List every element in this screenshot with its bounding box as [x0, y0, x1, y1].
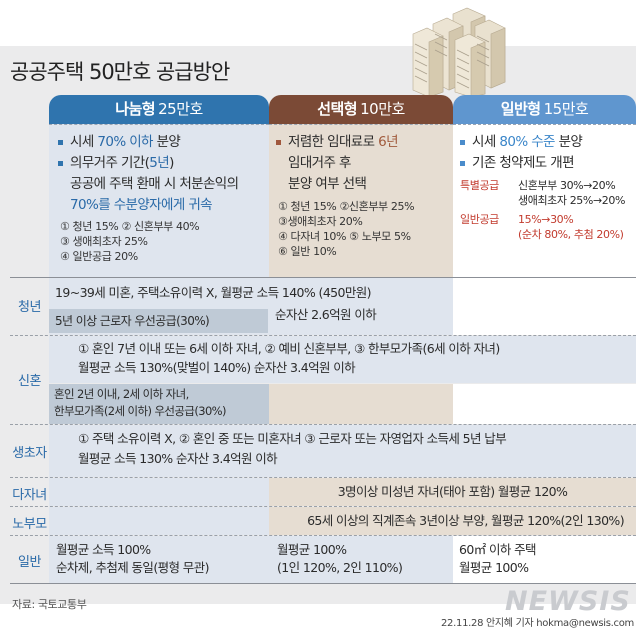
row-label-firsttime: 생초자: [12, 446, 47, 461]
byline-credit: 22.11.28 안지혜 기자 hokma@newsis.com: [441, 618, 634, 629]
row-label-youth: 청년: [18, 300, 41, 315]
elderly-bg: [269, 507, 636, 535]
nanum-residence-detail: 공공에 주택 환매 시 처분손익의: [70, 176, 239, 192]
divider: [10, 583, 636, 584]
seontaek-allocation: ① 청년 15% ②신혼부부 25% ③생애최초자 20% ④ 다자녀 10% …: [278, 200, 415, 258]
elderly-criteria: 65세 이상의 직계존속 3년이상 부양, 월평균 120%(2인 130%): [307, 513, 625, 528]
nanum-bullet-price: 시세 70% 이하 분양: [54, 132, 269, 153]
row-label-elderly: 노부모: [12, 517, 47, 532]
multichild-criteria: 3명이상 미성년 자녀(태아 포함) 월평균 120%: [337, 484, 568, 499]
newlywed-income: 월평균 소득 130%(맞벌이 140%) 순자산 3.4억원 이하: [78, 360, 356, 375]
divider: [10, 277, 636, 278]
nanum-bullet-residence: 의무거주 기간(5년): [54, 153, 269, 174]
firsttime-income: 월평균 소득 130% 순자산 3.4억원 이하: [78, 451, 278, 466]
tab-nanum-count: 25만호: [158, 100, 203, 118]
newlywed-priority: 혼인 2년 이내, 2세 이하 자녀, 한부모가족(2세 이하) 우선공급(30…: [49, 384, 269, 424]
ilban-special-supply: 특별공급 신혼부부 30%→20% 생애최초자 25%→20%: [460, 179, 626, 207]
firsttime-criteria: ① 주택 소유이력 X, ② 혼인 중 또는 미혼자녀 ③ 근로자 또는 자영업…: [78, 431, 507, 446]
youth-criteria: 19~39세 미혼, 주택소유이력 X, 월평균 소득 140% (450만원): [55, 285, 372, 300]
youth-assets: 순자산 2.6억원 이하: [275, 307, 377, 322]
ilban-bullet-reform: 기존 청약제도 개편: [456, 153, 636, 174]
firsttime-bg: [49, 425, 636, 477]
row-label-general: 일반: [18, 555, 41, 570]
youth-seontaek-bg: [269, 278, 453, 335]
ilban-general-supply: 일반공급 15%→30% (순차 80%, 추첨 20%): [460, 213, 624, 241]
youth-priority: 5년 이상 근로자 우선공급(30%): [49, 309, 268, 333]
general-seontaek-bg: [269, 536, 453, 583]
page-title: 공공주택 50만호 공급방안: [10, 60, 230, 84]
seontaek-rent-detail: 임대거주 후: [288, 155, 351, 171]
newlywed-seontaek-bg: [269, 384, 453, 424]
divider: [10, 477, 636, 478]
newlywed-criteria-bg: [49, 336, 636, 383]
nanum-residence-detail-2: 70%를 수분양자에게 귀속: [70, 197, 213, 213]
divider: [10, 335, 636, 336]
newlywed-criteria: ① 혼인 7년 이내 또는 6세 이하 자녀, ② 예비 신혼부부, ③ 한부모…: [78, 341, 500, 356]
tab-seontaek: 선택형 10만호: [269, 95, 453, 124]
general-seontaek-criteria: 월평균 100% (1인 120%, 2인 110%): [277, 542, 403, 575]
tab-nanum-name: 나눔형: [115, 100, 156, 118]
youth-ilban-bg: [453, 278, 636, 335]
general-ilban-bg: [453, 536, 636, 583]
elderly-nanum-bg: [49, 507, 269, 535]
newsis-logo: NEWSIS: [505, 586, 631, 617]
divider: [10, 424, 636, 425]
ilban-summary: 시세 80% 수준 분양 기존 청약제도 개편 특별공급 신혼부부 30%→20…: [453, 124, 636, 277]
nanum-summary: 시세 70% 이하 분양 의무거주 기간(5년) 공공에 주택 환매 시 처분손…: [49, 124, 269, 277]
tab-ilban-name: 일반형: [500, 100, 541, 118]
row-label-multichild: 다자녀: [12, 488, 47, 503]
general-nanum-criteria: 월평균 소득 100% 순차제, 추첨제 동일(평형 무관): [56, 542, 209, 575]
divider: [10, 506, 636, 507]
source-note: 자료: 국토교통부: [12, 598, 87, 611]
tab-seontaek-count: 10만호: [360, 100, 405, 118]
ilban-bullet-price: 시세 80% 수준 분양: [456, 132, 636, 153]
multichild-bg: [269, 478, 636, 506]
general-nanum-bg: [49, 536, 269, 583]
nanum-allocation: ① 청년 15% ② 신혼부부 40% ③ 생애최초자 25% ④ 일반공급 2…: [60, 220, 200, 263]
seontaek-rent-detail-2: 분양 여부 선택: [288, 176, 367, 192]
tab-seontaek-name: 선택형: [317, 100, 358, 118]
general-ilban-criteria: 60㎡ 이하 주택 월평균 100%: [459, 542, 537, 575]
tab-nanum: 나눔형 25만호: [49, 95, 269, 124]
newlywed-ilban-bg: [453, 384, 636, 424]
tab-ilban-count: 15만호: [543, 100, 589, 118]
divider: [10, 535, 636, 536]
row-label-newlywed: 신혼: [18, 374, 41, 389]
apartment-buildings-illustration: [412, 7, 506, 97]
tab-ilban: 일반형 15만호: [453, 95, 636, 124]
multichild-nanum-bg: [49, 478, 269, 506]
seontaek-summary: 저렴한 임대료로 6년 임대거주 후 분양 여부 선택 ① 청년 15% ②신혼…: [269, 124, 453, 277]
seontaek-bullet-rent: 저렴한 임대료로 6년: [272, 132, 453, 153]
